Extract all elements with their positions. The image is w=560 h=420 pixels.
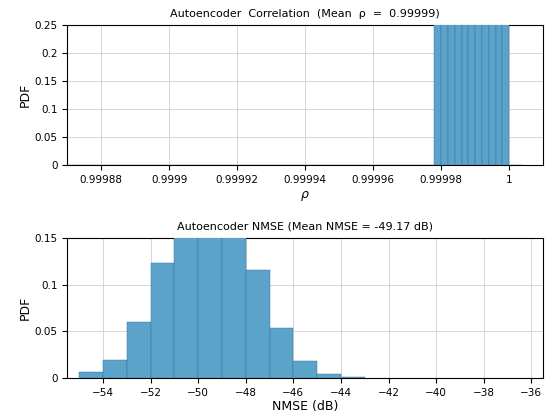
- Bar: [455, 0, 461, 165]
- Bar: [461, 0, 468, 165]
- Title: Autoencoder NMSE (Mean NMSE = -49.17 dB): Autoencoder NMSE (Mean NMSE = -49.17 dB): [177, 222, 433, 232]
- Bar: [246, 270, 269, 378]
- Bar: [151, 262, 174, 378]
- Bar: [269, 328, 293, 378]
- Bar: [79, 373, 103, 378]
- Bar: [435, 0, 441, 165]
- Bar: [317, 374, 341, 378]
- Bar: [489, 0, 496, 165]
- Bar: [468, 0, 475, 165]
- Y-axis label: PDF: PDF: [18, 296, 31, 320]
- Bar: [502, 0, 509, 165]
- Bar: [341, 377, 365, 378]
- Bar: [293, 361, 317, 378]
- Bar: [127, 322, 151, 378]
- Title: Autoencoder  Correlation  (Mean  ρ  =  0.99999): Autoencoder Correlation (Mean ρ = 0.9999…: [170, 9, 440, 19]
- Bar: [441, 0, 448, 165]
- Bar: [475, 0, 482, 165]
- Bar: [174, 194, 198, 378]
- X-axis label: NMSE (dB): NMSE (dB): [272, 401, 338, 414]
- Bar: [222, 204, 246, 378]
- Bar: [496, 0, 502, 165]
- Bar: [103, 360, 127, 378]
- Bar: [198, 178, 222, 378]
- X-axis label: ρ: ρ: [301, 188, 309, 201]
- Bar: [482, 0, 489, 165]
- Y-axis label: PDF: PDF: [18, 83, 31, 108]
- Bar: [448, 0, 455, 165]
